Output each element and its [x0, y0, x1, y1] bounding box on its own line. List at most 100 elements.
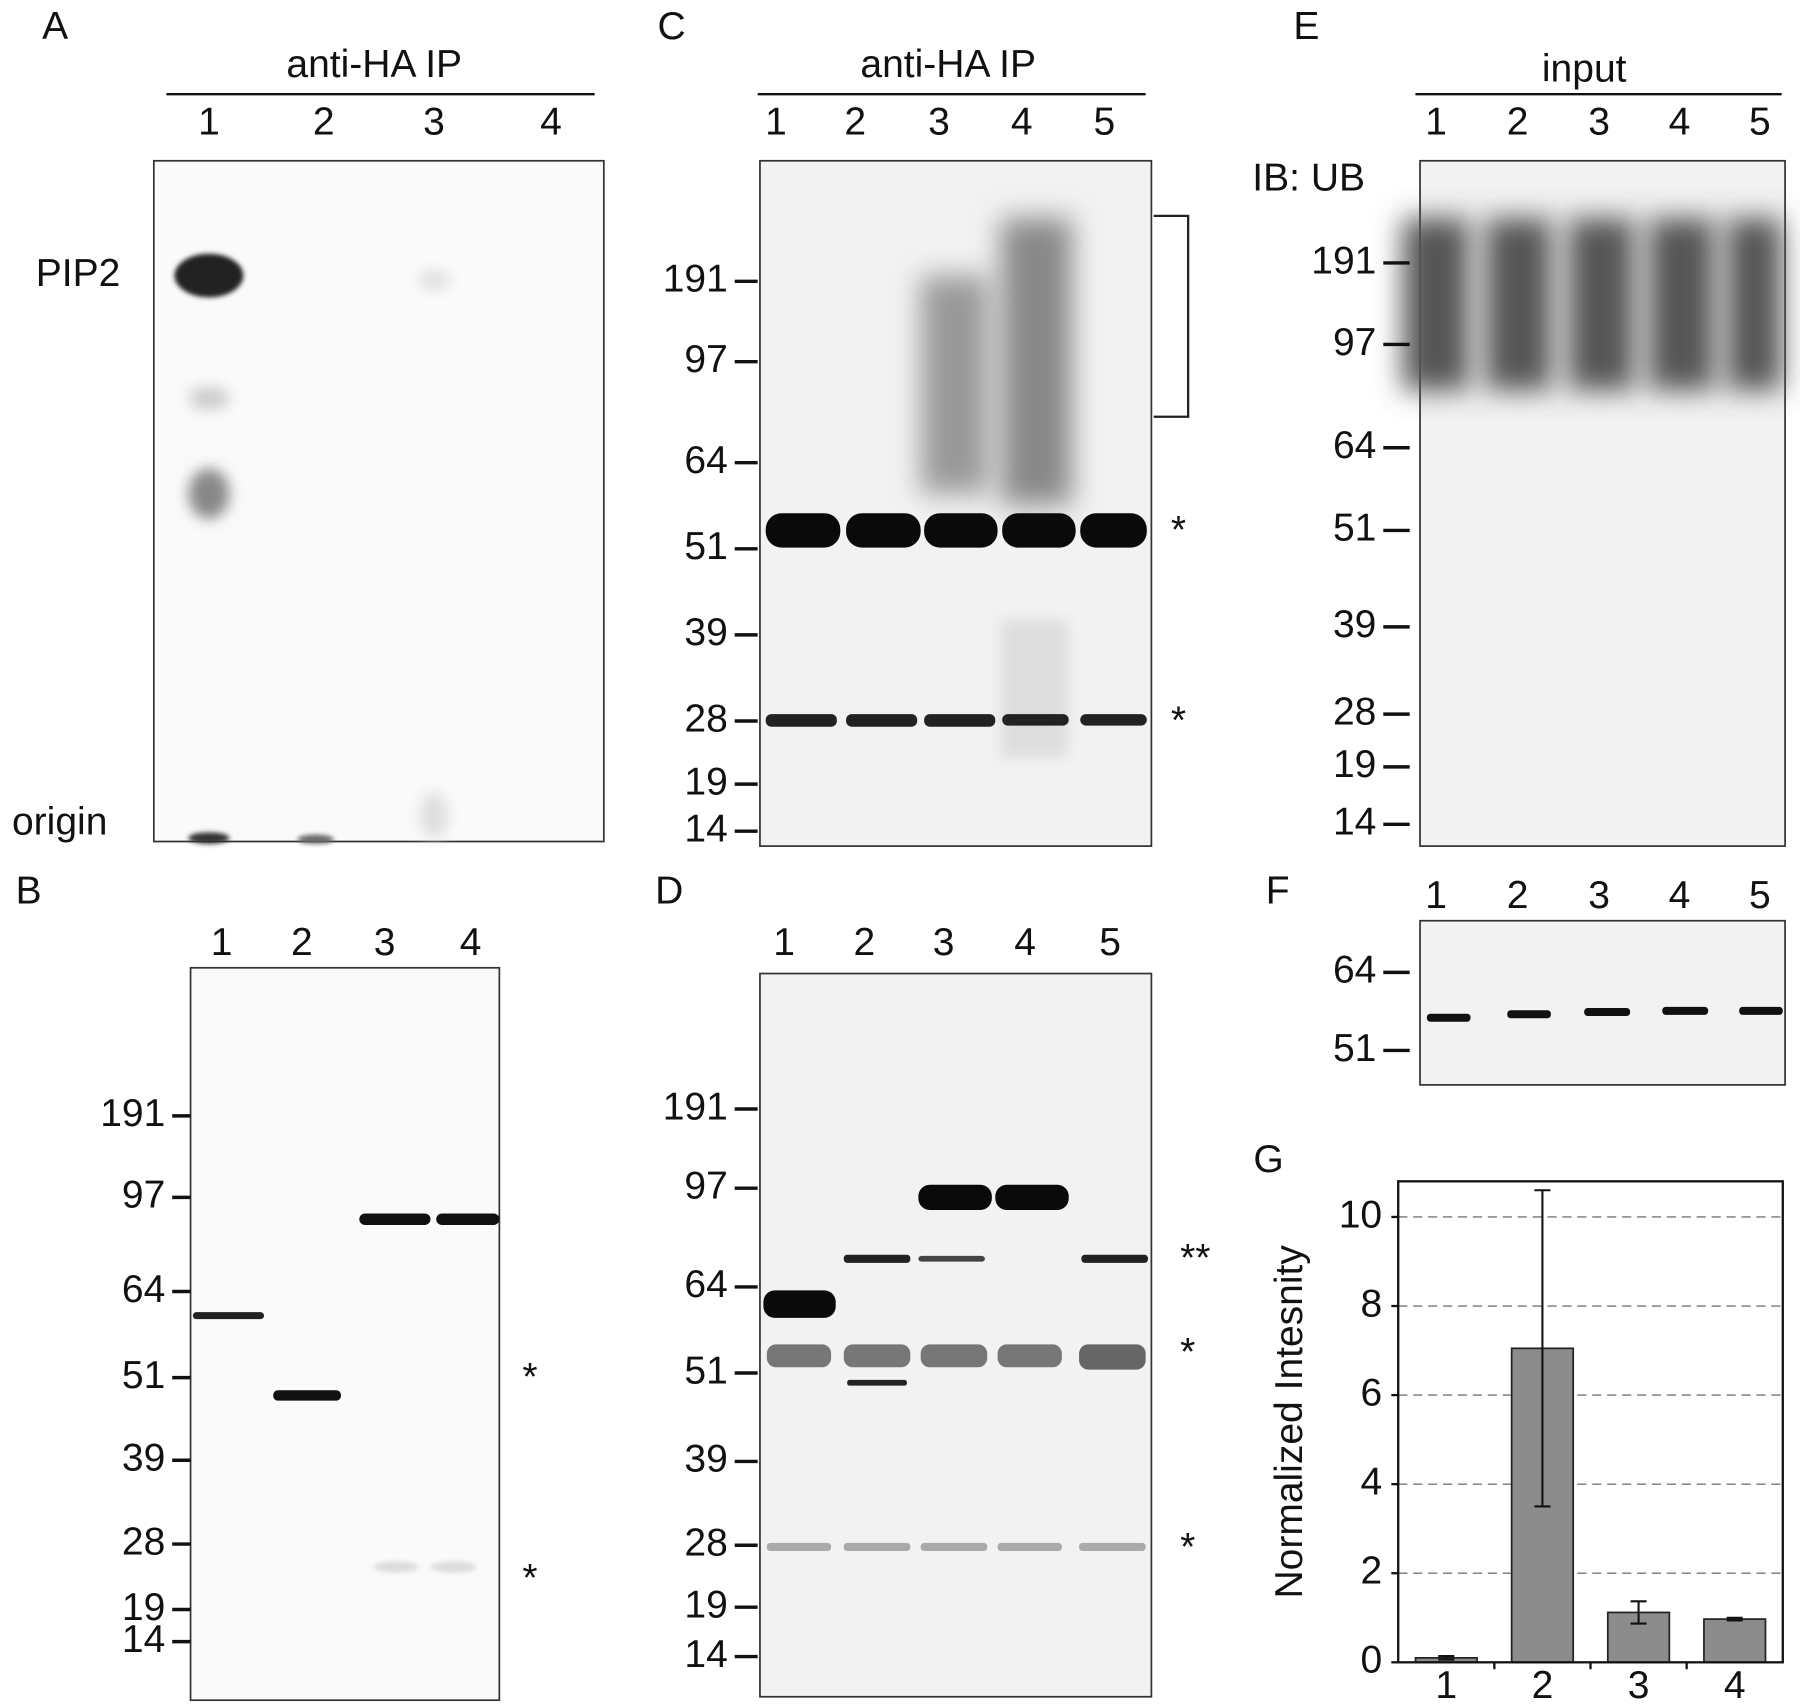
x-tick-label: 3: [1628, 1664, 1650, 1706]
marker-label: 28: [1333, 690, 1376, 733]
x-tick-label: 4: [1724, 1664, 1746, 1706]
lane-label: 1: [773, 921, 795, 964]
marker-label: 191: [663, 258, 728, 301]
lane-label: 4: [460, 921, 482, 964]
side-label: origin: [12, 801, 107, 844]
marker-label: 19: [684, 1584, 727, 1627]
error-bar: [1630, 1600, 1647, 1625]
y-tick-label: 6: [1360, 1371, 1382, 1414]
side-label: PIP2: [36, 252, 121, 295]
marker-label: 51: [684, 525, 727, 568]
blot-f: [1419, 919, 1786, 1086]
panel-label: E: [1293, 5, 1319, 48]
blot-a: [152, 159, 605, 844]
lane-label: 3: [374, 921, 396, 964]
plot-frame: [1397, 1180, 1784, 1664]
marker-label: 97: [684, 1165, 727, 1208]
y-tick-label: 4: [1360, 1460, 1382, 1503]
marker-label: 97: [684, 338, 727, 381]
lane-label: 2: [313, 100, 335, 143]
lane-label: 3: [1588, 874, 1610, 917]
annotation: *: [1180, 1331, 1195, 1374]
marker-label: 14: [122, 1618, 165, 1661]
lane-label: 5: [1099, 921, 1121, 964]
marker-label: 28: [684, 697, 727, 740]
panel-label: C: [657, 5, 685, 48]
side-label: IB: UB: [1252, 157, 1365, 200]
annotation: *: [522, 1557, 537, 1600]
error-bar: [1438, 1655, 1455, 1661]
panel-header: input: [1542, 48, 1627, 91]
marker-label: 64: [1333, 949, 1376, 992]
y-tick-label: 2: [1360, 1550, 1382, 1593]
lane-label: 3: [933, 921, 955, 964]
lane-label: 4: [1669, 100, 1691, 143]
panel-label: G: [1253, 1138, 1283, 1181]
y-tick-label: 10: [1339, 1193, 1382, 1236]
marker-label: 51: [684, 1349, 727, 1392]
y-tick-label: 0: [1360, 1639, 1382, 1682]
blot-b: [189, 966, 501, 1702]
lane-label: 1: [1425, 100, 1447, 143]
blot-d: [759, 972, 1153, 1698]
lane-label: 2: [844, 100, 866, 143]
lane-label: 4: [1014, 921, 1036, 964]
marker-label: 14: [684, 808, 727, 851]
panel-label: A: [42, 5, 68, 48]
marker-label: 14: [684, 1633, 727, 1676]
lane-label: 1: [765, 100, 787, 143]
marker-label: 19: [122, 1586, 165, 1629]
lane-label: 2: [291, 921, 313, 964]
annotation: *: [1171, 700, 1186, 743]
panel-header: anti-HA IP: [286, 43, 462, 86]
lane-label: 1: [198, 100, 220, 143]
marker-label: 28: [684, 1522, 727, 1565]
lane-label: 3: [1588, 100, 1610, 143]
y-tick-label: 8: [1360, 1282, 1382, 1325]
lane-label: 4: [1669, 874, 1691, 917]
marker-label: 64: [684, 439, 727, 482]
lane-label: 2: [1507, 100, 1529, 143]
annotation: *: [522, 1356, 537, 1399]
marker-label: 19: [1333, 743, 1376, 786]
annotation: *: [1180, 1526, 1195, 1569]
marker-label: 39: [1333, 603, 1376, 646]
lane-label: 2: [1507, 874, 1529, 917]
marker-label: 191: [663, 1085, 728, 1128]
lane-label: 5: [1749, 874, 1771, 917]
lane-label: 1: [211, 921, 233, 964]
lane-label: 4: [1011, 100, 1033, 143]
marker-label: 191: [100, 1092, 165, 1135]
blot-e: [1402, 159, 1786, 847]
bar: [1703, 1618, 1767, 1664]
marker-label: 28: [122, 1520, 165, 1563]
lane-label: 5: [1093, 100, 1115, 143]
panel-label: F: [1266, 869, 1290, 912]
lane-label: 1: [1425, 874, 1447, 917]
marker-label: 97: [122, 1174, 165, 1217]
marker-label: 51: [122, 1354, 165, 1397]
lane-label: 5: [1749, 100, 1771, 143]
lane-label: 3: [423, 100, 445, 143]
marker-label: 64: [1333, 424, 1376, 467]
annotation: **: [1180, 1237, 1210, 1280]
y-axis-title: Normalized Intesnity: [1268, 1245, 1311, 1599]
annotation: *: [1171, 509, 1186, 552]
marker-label: 19: [684, 760, 727, 803]
lane-label: 2: [854, 921, 876, 964]
marker-label: 39: [684, 1438, 727, 1481]
marker-label: 64: [122, 1268, 165, 1311]
marker-label: 14: [1333, 801, 1376, 844]
marker-label: 191: [1311, 239, 1376, 282]
panel-header: anti-HA IP: [860, 43, 1036, 86]
marker-label: 39: [684, 611, 727, 654]
panel-label: D: [655, 869, 683, 912]
marker-label: 97: [1333, 321, 1376, 364]
marker-label: 51: [1333, 507, 1376, 550]
lane-label: 3: [928, 100, 950, 143]
marker-label: 51: [1333, 1027, 1376, 1070]
marker-label: 39: [122, 1437, 165, 1480]
x-tick-label: 2: [1532, 1664, 1554, 1706]
